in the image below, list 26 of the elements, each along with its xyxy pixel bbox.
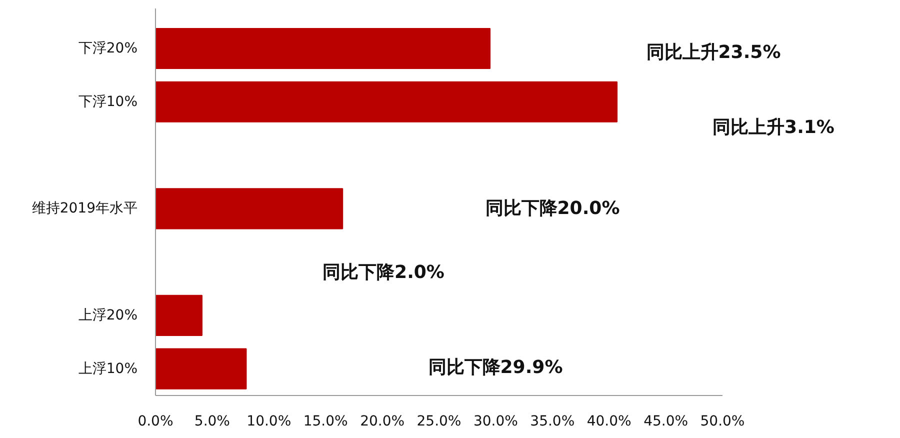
x-tick-label: 40.0%	[586, 414, 632, 430]
bar	[156, 294, 202, 336]
y-tick-label: 下浮10%	[78, 94, 138, 110]
x-tick-label: 10.0%	[246, 414, 292, 430]
annotation: 同比下降29.9%	[428, 357, 563, 378]
bar	[156, 28, 491, 70]
x-tick-label: 5.0%	[194, 414, 230, 430]
annotation: 同比上升3.1%	[712, 117, 834, 138]
y-tick-label: 维持2019年水平	[32, 200, 138, 217]
x-tick-label: 20.0%	[360, 414, 405, 430]
y-tick-label: 上浮20%	[78, 307, 138, 324]
y-tick-label: 上浮10%	[78, 360, 138, 377]
y-tick-label: 下浮20%	[78, 40, 138, 57]
annotation: 同比下降2.0%	[322, 262, 444, 283]
x-tick-label: 50.0%	[700, 414, 745, 430]
x-tick-label: 25.0%	[416, 414, 462, 430]
x-tick-label: 15.0%	[303, 414, 348, 430]
bar	[156, 188, 344, 230]
x-tick-label: 45.0%	[644, 414, 688, 430]
x-tick-label: 35.0%	[530, 414, 575, 430]
x-tick-label: 0.0%	[138, 414, 174, 430]
bar	[156, 348, 247, 390]
annotation: 同比下降20.0%	[485, 198, 620, 219]
bar	[156, 81, 618, 122]
x-tick-label: 30.0%	[473, 414, 518, 430]
annotation: 同比上升23.5%	[646, 42, 781, 63]
